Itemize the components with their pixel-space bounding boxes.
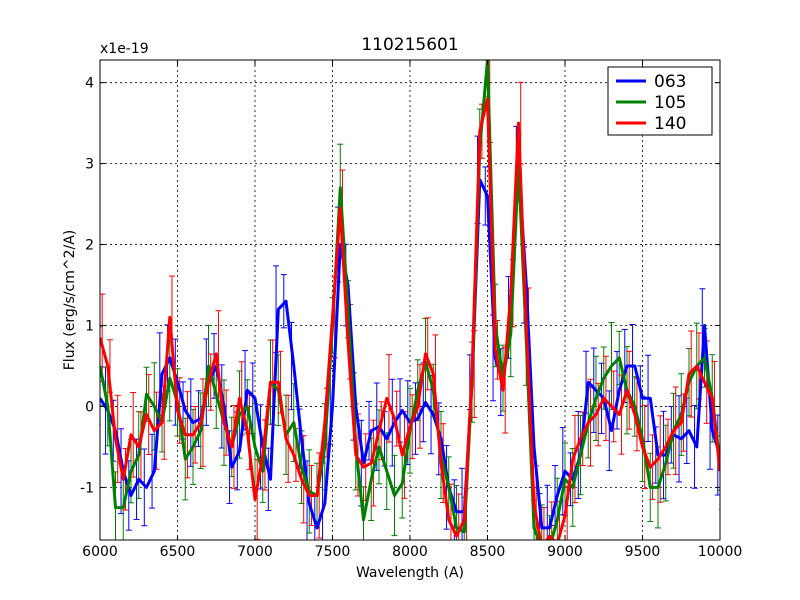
y-tick-label: 0: [85, 399, 94, 415]
axis-ticks: 6000 6500 7000 7500 8000 8500 9000 9500 10000 -1 0…: [80, 60, 742, 560]
x-tick-label: 8000: [392, 544, 428, 560]
y-axis-label: Flux (erg/s/cm^2/A): [62, 230, 78, 370]
y-tick-label: 4: [85, 76, 94, 92]
legend-label-105: 105: [654, 93, 686, 113]
legend-label-063: 063: [654, 72, 686, 92]
x-axis-label: Wavelength (A): [356, 565, 464, 581]
series-lines: [100, 60, 720, 540]
x-tick-label: 8500: [470, 544, 506, 560]
y-tick-label: 3: [85, 157, 94, 173]
x-tick-label: 6000: [82, 544, 118, 560]
series-line-140: [100, 97, 720, 540]
x-tick-label: 9500: [625, 544, 661, 560]
x-tick-label: 9000: [547, 544, 583, 560]
y-tick-label: 1: [85, 318, 94, 334]
x-tick-label: 7000: [237, 544, 273, 560]
x-tick-label: 7500: [315, 544, 351, 560]
y-multiplier-label: x1e-19: [100, 41, 149, 57]
y-tick-label: -1: [80, 480, 94, 496]
chart-title: 110215601: [361, 35, 458, 55]
legend-label-140: 140: [654, 114, 686, 134]
x-tick-label: 10000: [698, 544, 743, 560]
x-tick-label: 6500: [160, 544, 196, 560]
y-tick-label: 2: [85, 238, 94, 254]
